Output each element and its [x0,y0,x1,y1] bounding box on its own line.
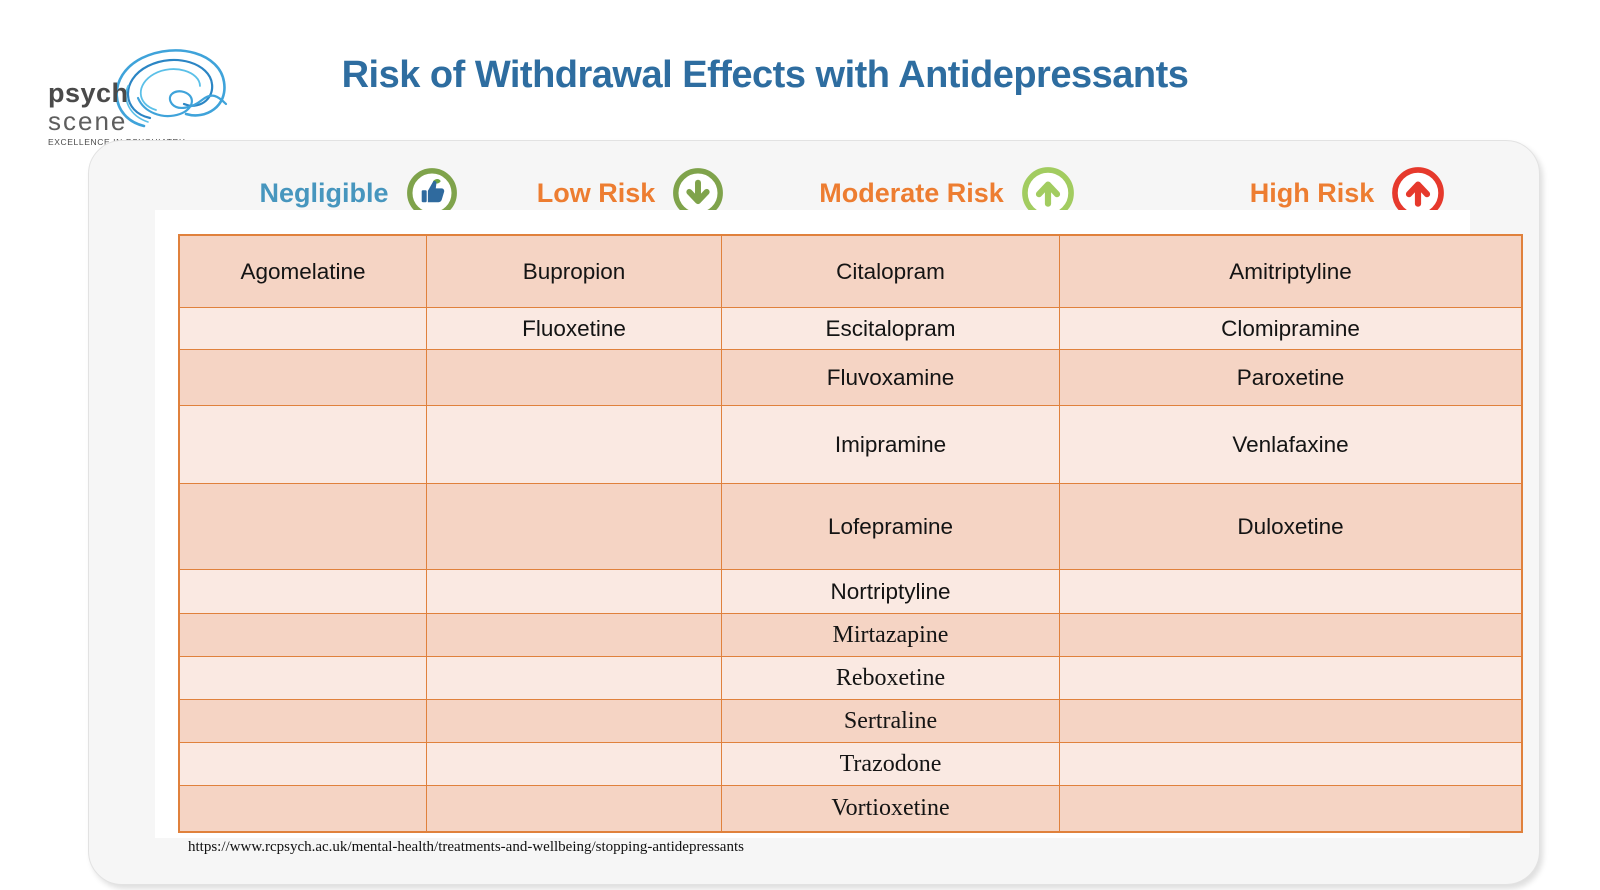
table-cell [427,700,722,742]
category-label: Low Risk [536,177,656,208]
table-cell: Reboxetine [722,657,1060,699]
table-cell [180,570,427,613]
table-cell: Paroxetine [1060,350,1521,405]
table-cell: Agomelatine [180,236,427,307]
table-cell: Escitalopram [722,308,1060,349]
table-cell [427,786,722,831]
table-cell: Vortioxetine [722,786,1060,831]
table-cell [1060,786,1521,831]
risk-category-header: Negligible Low Risk Moderate Risk [178,156,1523,230]
table-row: Sertraline [180,700,1521,743]
category-high-risk: High Risk [1116,156,1579,230]
table-cell: Fluoxetine [427,308,722,349]
category-low-risk: Low Risk [483,156,778,230]
table-cell: Clomipramine [1060,308,1521,349]
table-cell: Trazodone [722,743,1060,785]
table-cell [180,484,427,569]
table-cell [180,614,427,656]
source-url: https://www.rcpsych.ac.uk/mental-health/… [188,839,744,855]
table-cell [1060,614,1521,656]
table-cell [1060,743,1521,785]
table-row: Fluoxetine Escitalopram Clomipramine [180,308,1521,350]
table-cell [1060,657,1521,699]
table-cell: Imipramine [722,406,1060,483]
table-cell: Venlafaxine [1060,406,1521,483]
table-cell: Amitriptyline [1060,236,1521,307]
category-label: High Risk [1249,177,1375,208]
brain-logo-icon [115,49,228,128]
table-cell [180,743,427,785]
logo-word-psych: psych [48,78,129,108]
table-cell: Mirtazapine [722,614,1060,656]
table-row: Mirtazapine [180,614,1521,657]
table-cell [427,614,722,656]
drug-table: Agomelatine Bupropion Citalopram Amitriptyl… [178,234,1523,833]
table-cell [180,406,427,483]
table-row: Vortioxetine [180,786,1521,831]
table-cell: Duloxetine [1060,484,1521,569]
table-cell [427,484,722,569]
table-cell: Bupropion [427,236,722,307]
table-cell [427,743,722,785]
table-cell: Fluvoxamine [722,350,1060,405]
table-row: Nortriptyline [180,570,1521,614]
table-row: Fluvoxamine Paroxetine [180,350,1521,406]
table-cell [180,350,427,405]
logo-word-scene: scene [48,106,128,136]
table-cell [427,657,722,699]
table-row: Trazodone [180,743,1521,786]
table-cell [180,700,427,742]
table-cell [427,406,722,483]
table-cell [180,657,427,699]
table-row: Agomelatine Bupropion Citalopram Amitriptyl… [180,236,1521,308]
table-cell [427,570,722,613]
table-cell: Citalopram [722,236,1060,307]
category-label: Moderate Risk [819,177,1004,208]
table-cell: Nortriptyline [722,570,1060,613]
table-row: Reboxetine [180,657,1521,700]
table-cell [1060,570,1521,613]
table-cell [180,786,427,831]
category-moderate-risk: Moderate Risk [778,156,1116,230]
table-cell [427,350,722,405]
table-cell [1060,700,1521,742]
table-cell: Sertraline [722,700,1060,742]
table-row: Lofepramine Duloxetine [180,484,1521,570]
page-title: Risk of Withdrawal Effects with Antidepr… [341,54,1189,96]
table-cell: Lofepramine [722,484,1060,569]
category-label: Negligible [259,177,389,208]
arrow-up-icon [1021,167,1074,219]
table-cell [180,308,427,349]
table-row: Imipramine Venlafaxine [180,406,1521,484]
